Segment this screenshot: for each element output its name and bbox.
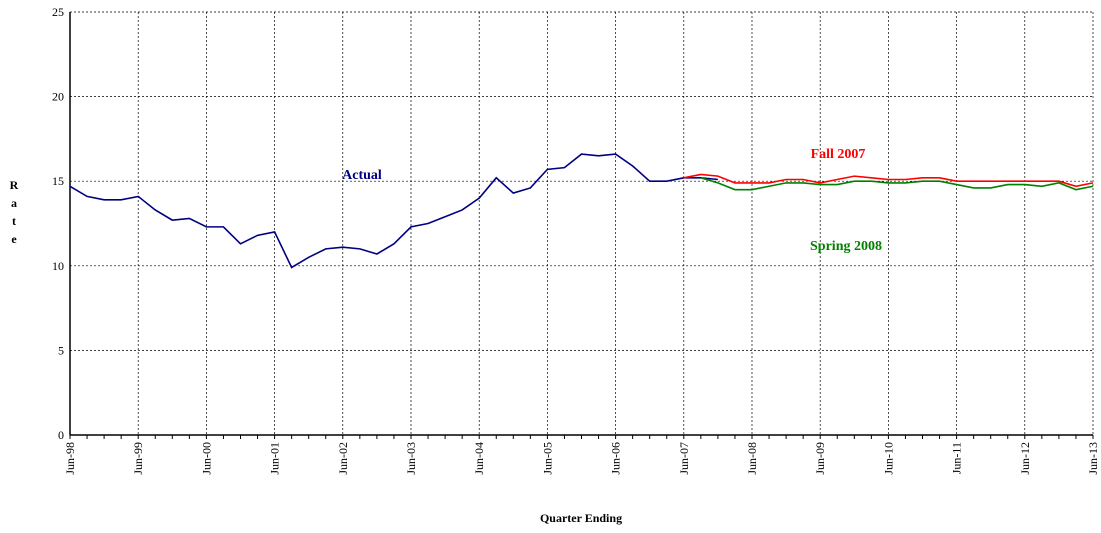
- x-tick-label: Jun-09: [813, 442, 827, 475]
- x-tick-label: Jun-99: [131, 442, 145, 475]
- y-tick-label: 20: [52, 90, 64, 104]
- y-tick-label: 15: [52, 174, 64, 188]
- series-label: Spring 2008: [810, 239, 882, 254]
- y-tick-label: 5: [58, 343, 64, 357]
- x-tick-label: Jun-03: [404, 442, 418, 475]
- y-tick-label: 10: [52, 259, 64, 273]
- x-tick-label: Jun-13: [1086, 442, 1100, 475]
- x-tick-label: Jun-05: [540, 442, 554, 475]
- x-tick-label: Jun-10: [881, 442, 895, 475]
- series-line: [69, 153, 718, 269]
- y-tick-label: 25: [52, 5, 64, 19]
- x-tick-label: Jun-12: [1018, 442, 1032, 475]
- x-tick-label: Jun-06: [609, 442, 623, 475]
- series-label: Actual: [342, 168, 382, 183]
- series-line: [700, 177, 1094, 191]
- x-tick-label: Jun-08: [745, 442, 759, 475]
- y-tick-label: 0: [58, 428, 64, 442]
- series-line: [683, 173, 1094, 188]
- x-tick-label: Jun-11: [950, 442, 964, 474]
- x-tick-label: Jun-01: [268, 442, 282, 475]
- x-tick-label: Jun-02: [336, 442, 350, 475]
- x-tick-label: Jun-04: [472, 442, 486, 475]
- x-axis-label: Quarter Ending: [540, 511, 622, 525]
- y-axis-label: Rate: [7, 178, 21, 250]
- x-tick-label: Jun-98: [63, 442, 77, 475]
- x-tick-label: Jun-07: [677, 442, 691, 475]
- series-label: Fall 2007: [811, 147, 866, 162]
- x-tick-label: Jun-00: [199, 442, 213, 475]
